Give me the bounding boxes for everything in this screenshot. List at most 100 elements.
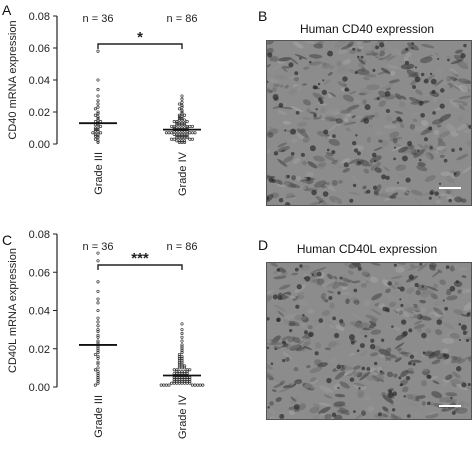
tissue-cell [343,369,354,376]
data-point [93,383,97,387]
stained-nucleus [268,177,274,183]
data-point [183,118,187,122]
data-point [180,335,184,339]
data-point [96,328,100,332]
tissue-cell [449,76,458,81]
tissue-cell [467,336,471,341]
n-label: n = 36 [83,13,114,25]
tissue-cell [413,303,418,308]
tissue-cell [370,276,379,283]
stained-nucleus [328,295,333,301]
stained-nucleus [361,366,366,371]
tissue-cell [341,274,346,279]
tissue-cell [370,329,382,335]
tissue-cell [370,161,381,171]
data-point [172,120,176,124]
tissue-cell [450,170,455,173]
stained-nucleus [295,110,300,115]
data-point [185,132,189,136]
stained-nucleus [455,280,459,284]
tissue-cell [378,193,391,198]
stained-nucleus [371,152,377,158]
tissue-cell [290,106,304,113]
plot-a: 0.00 0.02 0.04 0.06 0.08 CD40 mRNA expression… [0,0,250,220]
tissue-cell [293,379,303,385]
tissue-cell [365,396,371,401]
tissue-cell [388,79,400,84]
tissue-cell [334,41,347,48]
tissue-cell [296,175,302,182]
stained-nucleus [355,134,358,137]
stained-nucleus [421,332,427,339]
tissue-cell [299,179,310,182]
stained-nucleus [378,412,382,417]
stained-nucleus [411,47,414,50]
data-point [180,105,184,109]
plot-c-svg: 0.00 0.02 0.04 0.06 0.08 CD40L mRNA expressio… [7,229,205,439]
stained-nucleus [380,338,385,342]
tissue-cell [411,351,418,356]
tissue-cell [453,265,458,269]
tissue-cell [353,371,361,377]
tissue-cell [345,127,351,132]
tissue-cell [404,303,410,310]
tissue-cell [289,57,299,65]
tissue-cell [424,175,436,182]
tissue-cell [342,94,355,102]
y-tick-label: 0.08 [29,11,50,23]
data-point [188,131,192,135]
stained-nucleus [401,155,408,162]
tissue-cell [325,109,339,115]
tissue-cell [360,66,366,73]
data-point [175,121,179,125]
tissue-cell [450,131,459,137]
tissue-cell [384,186,398,192]
tissue-cell [459,313,470,317]
stained-nucleus [369,343,376,350]
tissue-cell [313,155,325,162]
tissue-cell [461,108,471,116]
tissue-cell [305,41,317,45]
stained-nucleus [411,42,414,45]
tissue-cell [349,90,357,95]
tissue-cell [267,377,270,381]
tissue-cell [357,389,365,396]
stained-nucleus [279,413,285,419]
data-point [183,136,187,140]
tissue-cell [277,110,287,115]
category-label: Grade IV [177,151,189,196]
tissue-cell [313,43,324,49]
stained-nucleus [463,43,467,48]
tissue-cell [462,288,471,294]
tissue-cell [435,329,443,336]
data-point [96,339,100,343]
tissue-cell [424,307,433,315]
tissue-cell [309,362,314,367]
tissue-cell [362,76,370,81]
stained-nucleus [303,330,308,335]
stained-nucleus [438,182,442,185]
micrograph-d-title: Human CD40L expression [296,242,438,256]
tissue-cell [327,290,335,294]
stained-nucleus [313,113,317,118]
tissue-cell [280,149,286,153]
micrograph-d-image [266,262,472,420]
tissue-cell [444,82,451,88]
tissue-cell [462,165,471,174]
tissue-cell [457,116,464,123]
data-point [96,347,100,351]
stained-nucleus [356,349,360,353]
stained-nucleus [372,185,378,190]
tissue-cell [407,393,414,400]
data-point [180,349,184,353]
category-label: Grade III [93,395,105,438]
tissue-cell [328,138,340,146]
tissue-cell [400,95,407,100]
tissue-cell [328,65,335,70]
tissue-cell [296,132,301,137]
stained-nucleus [442,299,445,302]
tissue-cell [361,410,366,416]
tissue-cell [368,374,378,382]
data-point [96,115,100,119]
tissue-cell [383,166,390,172]
